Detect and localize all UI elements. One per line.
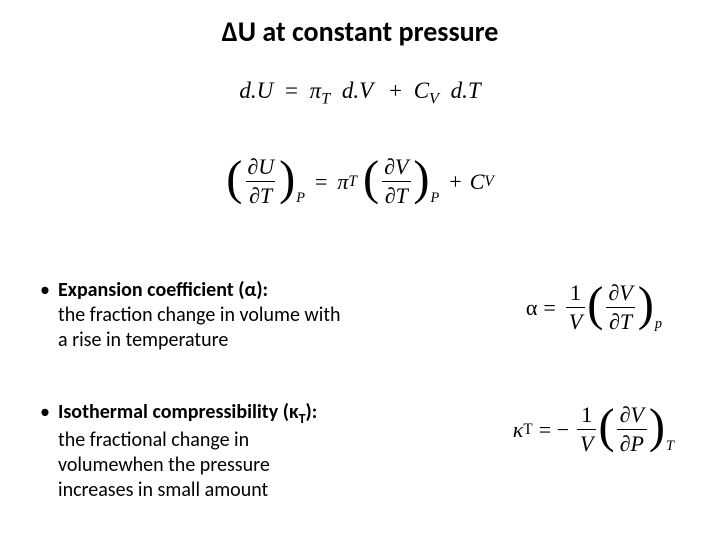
b1-lead2: ): [256, 278, 268, 302]
eq-dU-pi: π [310, 78, 322, 103]
equation-kappa: κT = − 1 V ( ∂V ∂P ) T [513, 402, 674, 457]
rparen-2: ) [413, 157, 429, 205]
slide-title: ΔU at constant pressure [0, 14, 720, 49]
kappa-symbol: κ [289, 400, 299, 424]
title-text: U at constant pressure [238, 14, 499, 49]
kappa-lhs: κ [513, 417, 524, 443]
kappa-sub: T [299, 410, 306, 427]
kappa-eq: = − [539, 417, 569, 443]
frac-dVdT: ∂V ∂T [381, 154, 411, 209]
alpha-lhs: α [526, 295, 538, 321]
eq-dU-pi-sub: T [321, 91, 330, 108]
eq-dU-plus: + [389, 78, 402, 103]
sub-P-1: P [296, 190, 305, 207]
rparen-a: ) [638, 283, 654, 331]
b1-lead: Expansion coefficient ( [58, 278, 244, 302]
sub-P-2: P [431, 190, 440, 207]
eq-dU-eq: = [285, 78, 298, 103]
bullet-expansion: • Expansion coefficient (α): the fractio… [40, 278, 410, 361]
eq-mid-pi-sub: T [348, 173, 357, 191]
eq-dU-C: C [414, 78, 429, 103]
eq-dU-dV: d.V [342, 78, 373, 103]
eq-mid-pi: π [337, 169, 348, 195]
alpha-symbol: α [244, 278, 256, 302]
b2-body3: increases in small amount [58, 478, 268, 502]
b2-lead: Isothermal compressibility ( [58, 400, 289, 424]
eq-dU-dT: d.T [451, 78, 481, 103]
eq-mid-eq: = [315, 169, 327, 195]
bullet-dot-icon: • [40, 278, 58, 302]
alpha-eq: = [543, 295, 555, 321]
eq-mid-C: C [470, 169, 485, 195]
equation-partial: ( ∂U ∂T ) P = πT ( ∂V ∂T ) P + CV [0, 154, 720, 209]
rparen-k: ) [649, 405, 665, 453]
delta-symbol: Δ [222, 14, 238, 49]
eq-dU-lhs: d.U [239, 78, 273, 103]
b1-body1: the fraction change in volume with [58, 303, 341, 327]
eq-mid-C-sub: V [484, 173, 493, 191]
sub-T-kappa: T [666, 438, 674, 455]
lparen-2: ( [363, 157, 379, 205]
lparen-k: ( [598, 405, 614, 453]
equation-alpha: α = 1 V ( ∂V ∂T ) p [526, 280, 662, 335]
frac-dUdT: ∂U ∂T [244, 154, 277, 209]
equation-dU: d.U = πT d.V + CV d.T [0, 78, 720, 109]
lparen-a: ( [587, 283, 603, 331]
eq-mid-plus: + [449, 169, 461, 195]
bullet-compressibility: • Isothermal compressibility (κT): the f… [40, 400, 410, 511]
bullet-dot-icon: • [40, 400, 58, 424]
b2-body2: volumewhen the pressure [58, 453, 270, 477]
b1-body2: a rise in temperature [58, 328, 228, 352]
lparen-1: ( [226, 157, 242, 205]
eq-dU-C-sub: V [429, 91, 439, 108]
rparen-1: ) [279, 157, 295, 205]
frac-1V-alpha: 1 V [566, 280, 585, 335]
b2-lead2: ): [306, 400, 318, 424]
b2-body1: the fractional change in [58, 428, 249, 452]
frac-1V-kappa: 1 V [577, 402, 596, 457]
kappa-lhs-sub: T [523, 421, 532, 439]
frac-dVdT-alpha: ∂V ∂T [605, 280, 635, 335]
frac-dVdP-kappa: ∂V ∂P [617, 402, 647, 457]
sub-p-alpha: p [655, 316, 662, 333]
